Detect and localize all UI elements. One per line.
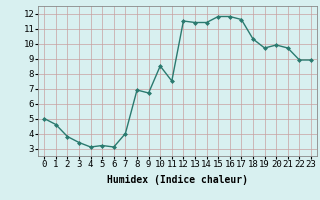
X-axis label: Humidex (Indice chaleur): Humidex (Indice chaleur)	[107, 175, 248, 185]
